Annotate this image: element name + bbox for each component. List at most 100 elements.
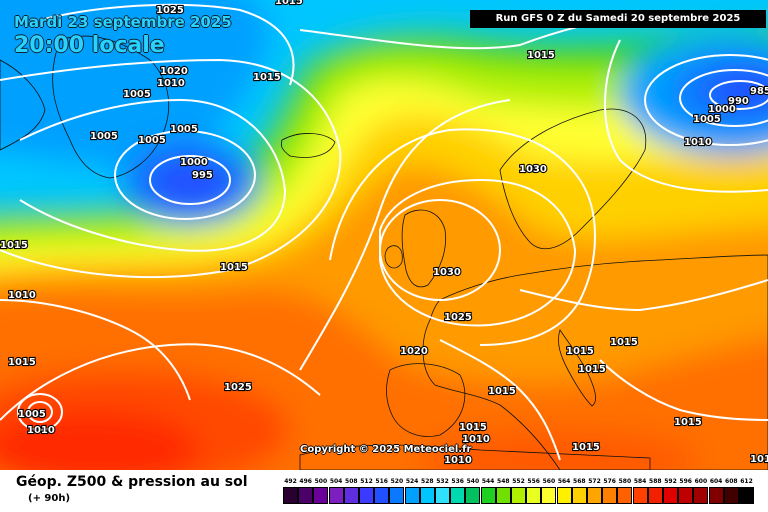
- scale-swatch: [313, 487, 329, 504]
- scale-swatch: [511, 487, 526, 504]
- scale-label: 612: [740, 478, 753, 485]
- isobar-label: 1020: [400, 346, 428, 357]
- scale-label: 572: [588, 478, 601, 485]
- scale-swatch: [647, 487, 663, 504]
- isobar-label: 1005: [693, 114, 721, 125]
- isobar-label: 1010: [27, 425, 55, 436]
- scale-swatch: [602, 487, 618, 504]
- isobar-label: 1005: [18, 409, 46, 420]
- isobars: [0, 3, 768, 461]
- scale-swatch: [374, 487, 390, 504]
- isobar-label: 1015: [578, 364, 606, 375]
- scale-swatch: [419, 487, 435, 504]
- scale-label: 552: [512, 478, 525, 485]
- isobar-label: 1015: [610, 337, 638, 348]
- isobar-label: 1015: [220, 262, 248, 273]
- isobar-labels: 1025 1010 1015 1020 1005 1005 1005 1005 …: [0, 0, 768, 467]
- scale-label: 604: [709, 478, 723, 485]
- weather-map: 1025 1010 1015 1020 1005 1005 1005 1005 …: [0, 0, 768, 470]
- forecast-date: Mardi 23 septembre 2025: [14, 13, 232, 31]
- scale-label: 568: [573, 478, 586, 485]
- scale-label: 536: [451, 478, 464, 485]
- isobar-label: 1005: [90, 131, 118, 142]
- isobar-label: 1015: [572, 442, 600, 453]
- scale-swatch: [617, 487, 633, 504]
- scale-label: 496: [299, 478, 312, 485]
- map-title: Géop. Z500 & pression au sol: [16, 474, 248, 490]
- scale-label: 520: [390, 478, 404, 485]
- scale-swatch: [283, 487, 298, 504]
- isobar-label: 1015: [8, 357, 36, 368]
- isobar-label: 1025: [156, 5, 184, 16]
- scale-swatch: [556, 487, 572, 504]
- scale-swatch: [723, 487, 739, 504]
- scale-label: 544: [481, 478, 495, 485]
- scale-swatch: [435, 487, 450, 504]
- scale-label: 512: [360, 478, 373, 485]
- scale-label: 492: [284, 478, 297, 485]
- scale-swatch: [663, 487, 678, 504]
- scale-label: 504: [329, 478, 343, 485]
- scale-label: 500: [314, 478, 328, 485]
- scale-swatch: [632, 487, 648, 504]
- scale-label: 516: [375, 478, 388, 485]
- isobar-label: 1000: [180, 157, 208, 168]
- scale-label: 548: [497, 478, 510, 485]
- isobar-label: 1015: [253, 72, 281, 83]
- scale-swatch: [526, 487, 542, 504]
- isobar-label: 1020: [160, 66, 188, 77]
- scale-label: 560: [542, 478, 556, 485]
- scale-swatch: [708, 487, 724, 504]
- isobar-label: 1005: [170, 124, 198, 135]
- scale-label: 588: [649, 478, 662, 485]
- scale-swatch: [571, 487, 587, 504]
- isobar-label: 1010: [462, 434, 490, 445]
- isobar-label: 1005: [123, 89, 151, 100]
- isobar-label: 985: [750, 86, 768, 97]
- forecast-range: (+ 90h): [28, 493, 71, 504]
- isobar-label: 1025: [444, 312, 472, 323]
- isobar-label: 1015: [527, 50, 555, 61]
- scale-swatch: [678, 487, 694, 504]
- isobar-label: 1025: [224, 382, 252, 393]
- isobar-label: 1015: [0, 240, 28, 251]
- isobar-label: 995: [192, 170, 213, 181]
- scale-label: 524: [405, 478, 419, 485]
- isobar-label: 1015: [459, 422, 487, 433]
- scale-label: 608: [725, 478, 738, 485]
- scale-swatch: [495, 487, 511, 504]
- isobar-label: 1010: [684, 137, 712, 148]
- isobar-label: 1015: [275, 0, 303, 7]
- scale-swatch: [739, 487, 754, 504]
- scale-label: 556: [527, 478, 540, 485]
- scale-swatch: [693, 487, 709, 504]
- scale-label: 580: [618, 478, 632, 485]
- scale-label: 508: [345, 478, 358, 485]
- scale-label: 584: [633, 478, 647, 485]
- scale-swatch: [404, 487, 420, 504]
- scale-label: 564: [557, 478, 571, 485]
- scale-swatch: [480, 487, 496, 504]
- isobar-label: 1030: [433, 267, 461, 278]
- coastlines: [0, 35, 768, 470]
- scale-swatch: [328, 487, 344, 504]
- scale-swatch: [465, 487, 481, 504]
- scale-swatch: [450, 487, 466, 504]
- scale-label: 528: [421, 478, 434, 485]
- isobar-label: 1005: [138, 135, 166, 146]
- isobar-label: 1000: [708, 104, 736, 115]
- scale-swatch: [343, 487, 359, 504]
- scale-swatch: [587, 487, 602, 504]
- isobar-label: 1015: [566, 346, 594, 357]
- isobar-label: 990: [728, 96, 749, 107]
- scale-label: 600: [694, 478, 708, 485]
- isobar-label: 1010: [8, 290, 36, 301]
- scale-label: 576: [603, 478, 616, 485]
- isobar-label: 1015: [674, 417, 702, 428]
- scale-swatch: [389, 487, 405, 504]
- geopotential-field: [0, 0, 768, 470]
- scale-swatch: [359, 487, 374, 504]
- copyright: Copyright © 2025 Meteociel.fr: [300, 444, 472, 455]
- scale-swatch: [298, 487, 314, 504]
- scale-label: 532: [436, 478, 449, 485]
